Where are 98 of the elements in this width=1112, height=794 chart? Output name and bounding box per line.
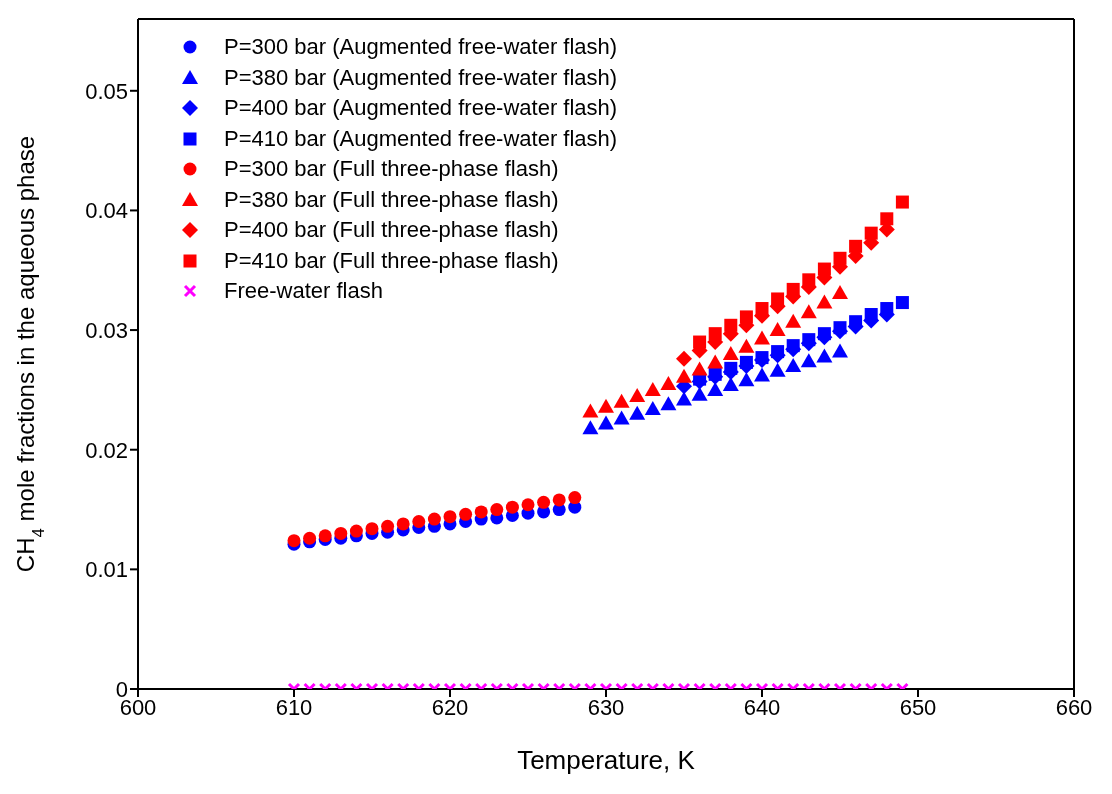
point [895, 195, 909, 209]
point [754, 367, 770, 382]
point [693, 335, 707, 349]
point [708, 367, 722, 381]
point [771, 345, 785, 359]
point [443, 510, 457, 524]
point [832, 343, 848, 358]
legend-label: P=400 bar (Full three-phase flash) [224, 216, 559, 244]
legend-label: P=300 bar (Full three-phase flash) [224, 155, 559, 183]
point [613, 410, 630, 425]
point [381, 519, 395, 533]
point [832, 284, 848, 299]
legend-label: P=410 bar (Full three-phase flash) [224, 246, 559, 275]
point [724, 361, 738, 375]
point [629, 405, 646, 420]
point [644, 381, 661, 396]
legend-label: Free-water flash [224, 277, 383, 305]
x-tick-label: 610 [275, 694, 313, 720]
y-tick-label: 0.02 [85, 437, 128, 463]
x-tick-label: 630 [587, 694, 625, 720]
y-tick-label: 0.05 [85, 78, 128, 104]
point [785, 313, 802, 328]
point [816, 348, 833, 363]
y-tick-label: 0.03 [85, 317, 128, 343]
point [537, 495, 551, 509]
point [521, 498, 535, 512]
legend-label: P=400 bar (Augmented free-water flash) [224, 94, 618, 122]
point [412, 515, 426, 528]
point [769, 322, 786, 337]
point [334, 526, 348, 540]
point [552, 493, 566, 507]
point [691, 361, 708, 376]
x-axis-title: Temperature, K [517, 745, 696, 775]
point [722, 346, 739, 360]
point [817, 327, 831, 341]
point [880, 212, 894, 226]
point [864, 226, 878, 240]
point [349, 524, 363, 538]
point [598, 415, 614, 430]
point [459, 507, 473, 521]
point [644, 401, 661, 416]
x-tick-label: 660 [1055, 694, 1093, 720]
point [802, 333, 816, 347]
point [739, 355, 753, 369]
legend-label: P=410 bar (Augmented free-water flash) [224, 124, 618, 153]
point [660, 375, 677, 390]
point [786, 339, 800, 353]
point [786, 282, 800, 296]
point [707, 381, 724, 396]
point [849, 315, 863, 329]
x-tick-label: 650 [899, 694, 937, 720]
point [582, 403, 599, 418]
point [676, 368, 692, 383]
point [771, 292, 785, 306]
point [365, 522, 379, 536]
point [660, 396, 677, 411]
point [427, 512, 441, 526]
point [396, 517, 410, 531]
point [505, 500, 519, 514]
point [708, 327, 722, 341]
legend-label: P=300 bar (Augmented free-water flash) [224, 33, 618, 61]
point [613, 393, 630, 408]
legend-label: P=380 bar (Augmented free-water flash) [224, 63, 618, 92]
point [568, 491, 582, 505]
point [769, 362, 786, 377]
point [895, 296, 909, 310]
x-tick-label: 640 [743, 694, 781, 720]
point [582, 420, 599, 435]
y-tick-label: 0.01 [85, 557, 128, 583]
point [707, 354, 724, 369]
y-tick-label: 0.04 [85, 198, 128, 224]
x-tick-label: 620 [431, 694, 469, 720]
point [802, 273, 816, 287]
point [833, 321, 847, 335]
point [816, 294, 833, 309]
point [474, 505, 488, 519]
point [738, 372, 755, 387]
point [880, 302, 894, 316]
point [676, 350, 692, 367]
point [722, 377, 739, 392]
point [800, 353, 817, 368]
point [833, 251, 847, 265]
point [864, 308, 878, 322]
point [724, 318, 738, 332]
point [739, 310, 753, 324]
point [490, 503, 504, 517]
point [800, 304, 817, 319]
point [785, 357, 802, 372]
point [754, 330, 770, 345]
point [817, 262, 831, 276]
legend-label: P=380 bar (Full three-phase flash) [224, 185, 559, 214]
point [629, 387, 646, 402]
point [849, 239, 863, 253]
point [598, 398, 614, 413]
point [738, 338, 755, 353]
point [755, 302, 769, 316]
point [691, 386, 708, 401]
point [303, 531, 317, 545]
